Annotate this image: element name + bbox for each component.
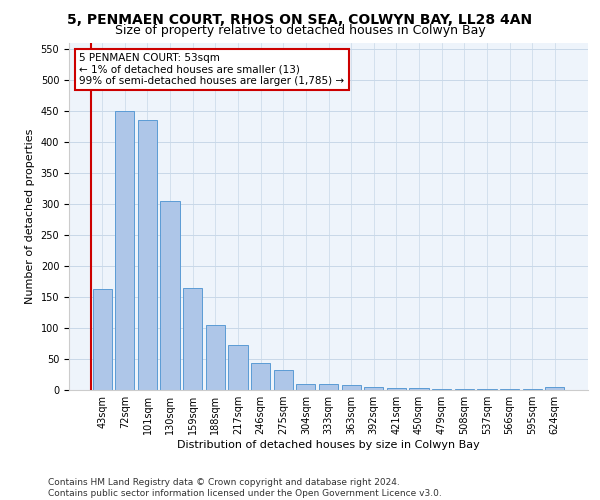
Text: Size of property relative to detached houses in Colwyn Bay: Size of property relative to detached ho… — [115, 24, 485, 37]
Bar — [341, 385, 361, 390]
Bar — [183, 288, 202, 390]
Bar — [364, 387, 383, 390]
Bar — [455, 389, 474, 390]
Bar — [296, 384, 316, 390]
Bar — [160, 200, 180, 390]
Text: 5, PENMAEN COURT, RHOS ON SEA, COLWYN BAY, LL28 4AN: 5, PENMAEN COURT, RHOS ON SEA, COLWYN BA… — [67, 12, 533, 26]
Bar — [477, 389, 497, 390]
Text: 5 PENMAEN COURT: 53sqm
← 1% of detached houses are smaller (13)
99% of semi-deta: 5 PENMAEN COURT: 53sqm ← 1% of detached … — [79, 53, 344, 86]
Text: Contains HM Land Registry data © Crown copyright and database right 2024.
Contai: Contains HM Land Registry data © Crown c… — [48, 478, 442, 498]
Bar — [274, 370, 293, 390]
Bar — [409, 388, 428, 390]
Bar — [432, 389, 451, 390]
Bar — [251, 362, 270, 390]
Bar — [523, 389, 542, 390]
Bar — [500, 389, 519, 390]
Bar — [138, 120, 157, 390]
Bar — [92, 290, 112, 390]
Bar — [319, 384, 338, 390]
Bar — [229, 344, 248, 390]
X-axis label: Distribution of detached houses by size in Colwyn Bay: Distribution of detached houses by size … — [177, 440, 480, 450]
Bar — [115, 111, 134, 390]
Bar — [387, 388, 406, 390]
Y-axis label: Number of detached properties: Number of detached properties — [25, 128, 35, 304]
Bar — [206, 325, 225, 390]
Bar — [545, 387, 565, 390]
